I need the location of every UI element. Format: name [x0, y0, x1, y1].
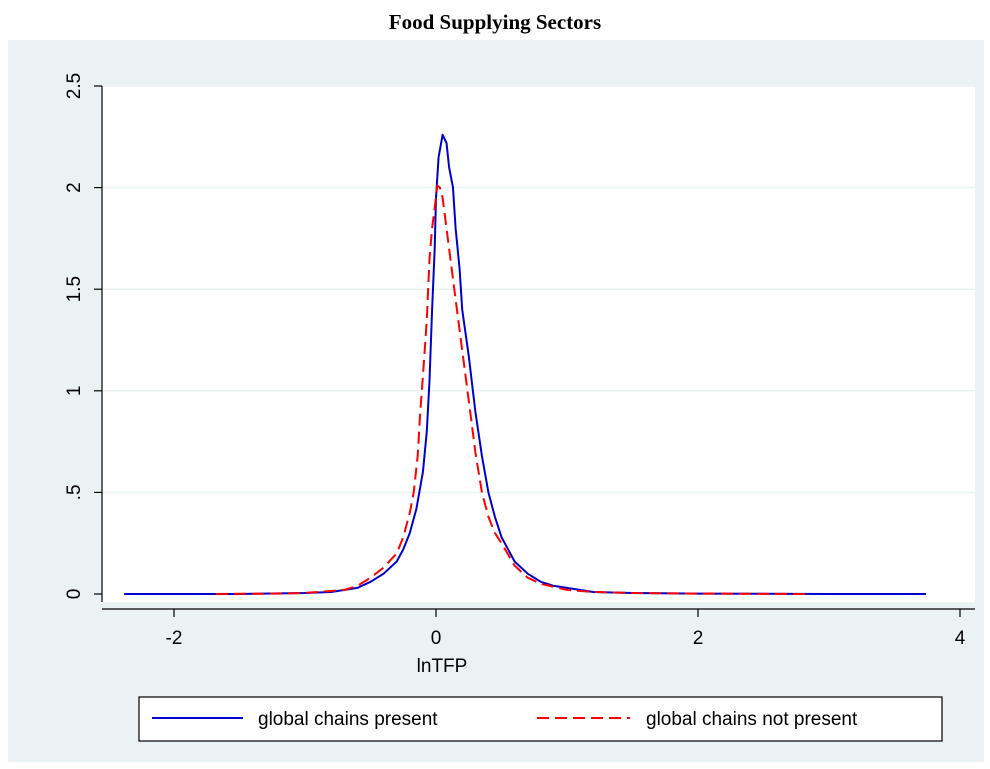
x-tick-label: 4 [955, 628, 966, 649]
y-tick-label: 2 [64, 182, 85, 193]
chart-title: Food Supplying Sectors [388, 10, 602, 34]
legend: global chains present global chains not … [138, 696, 943, 742]
x-tick-label: 2 [693, 628, 704, 649]
series-layer [124, 133, 926, 595]
series-line-global-chains-not-present [215, 184, 810, 595]
y-tick-label: 1 [64, 386, 85, 397]
legend-label-global-chains-present: global chains present [258, 709, 438, 730]
series-line-global-chains-present [124, 133, 926, 595]
y-tick-label: 2.5 [64, 73, 85, 99]
x-tick-label: -2 [166, 628, 183, 649]
plot-area [102, 86, 975, 602]
x-axis-label: lnTFP [417, 656, 468, 677]
y-tick-label: .5 [64, 484, 85, 500]
grid-lines [102, 85, 975, 494]
legend-label-global-chains-not-present: global chains not present [646, 709, 858, 730]
axes: 0 .5 1 1.5 2 2.5 -2 0 2 4 [64, 73, 975, 649]
x-tick-label: 0 [431, 628, 442, 649]
y-tick-label: 1.5 [64, 276, 85, 302]
y-tick-label: 0 [64, 589, 85, 600]
